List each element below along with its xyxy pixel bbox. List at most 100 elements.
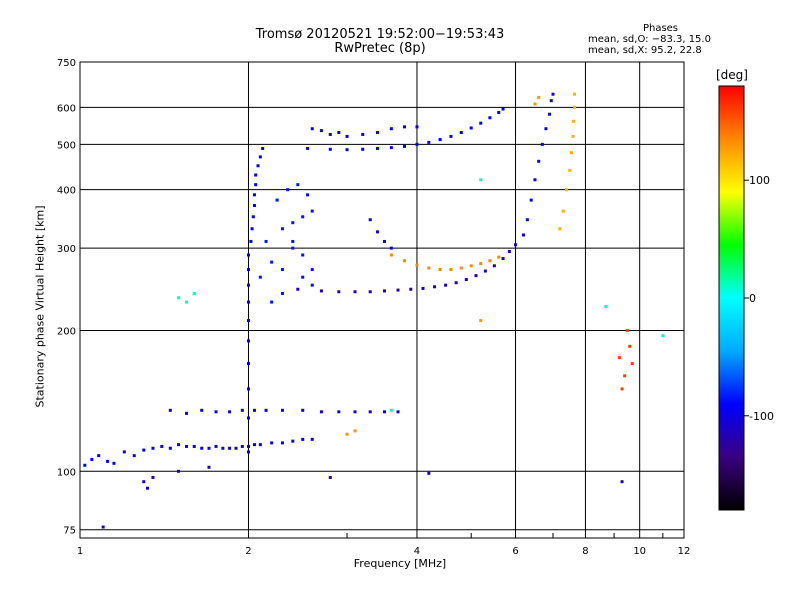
data-point [319,129,323,133]
data-point [240,408,244,412]
data-point [547,112,551,116]
data-point [291,439,295,443]
data-point [246,444,250,448]
data-point [415,125,419,129]
data-point [301,275,305,279]
data-point [328,475,332,479]
data-point [427,266,431,270]
data-point [353,290,357,294]
data-point [214,410,218,414]
data-point [459,266,463,270]
data-point [270,300,274,304]
data-point [449,134,453,138]
data-point [375,230,379,234]
data-point [97,454,101,458]
data-point [421,286,425,290]
data-point [319,289,323,293]
data-point [301,437,305,441]
data-point [310,283,314,287]
data-point [620,387,624,391]
data-point [296,183,300,187]
data-point [310,268,314,272]
data-point [415,142,419,146]
data-point [264,239,268,243]
data-point [280,441,284,445]
data-point [479,178,483,182]
data-point [497,255,501,259]
data-point [246,416,250,420]
data-point [492,264,496,268]
data-point [328,147,332,151]
data-point [396,410,400,414]
data-point [569,151,573,155]
data-point [310,209,314,213]
data-point [415,263,419,267]
data-point [345,148,349,152]
data-point [464,278,468,282]
data-point [529,198,533,202]
data-point [396,288,400,292]
data-point [306,146,310,150]
y-tick-label: 200 [57,326,76,337]
data-point [177,296,181,300]
data-point [573,105,577,109]
data-point [337,290,341,294]
data-point [270,441,274,445]
data-point [402,144,406,148]
data-point [479,262,483,266]
data-point [459,131,463,135]
data-point [628,344,632,348]
data-point [389,246,393,250]
x-axis-label: Frequency [MHz] [353,557,447,570]
data-point [207,465,211,469]
data-point [177,443,181,447]
data-point [83,463,87,467]
data-point [101,525,105,529]
data-point [301,253,305,257]
data-point [479,121,483,125]
chart-subtitle: RwPretec (8p) [334,41,426,56]
data-point [252,408,256,412]
data-point [353,410,357,414]
data-point [200,446,204,450]
data-point [145,486,149,490]
data-point [246,361,250,365]
data-point [537,95,541,99]
data-point [200,408,204,412]
data-point [488,259,492,263]
y-tick-label: 300 [57,244,76,255]
data-point [280,291,284,295]
data-point [261,146,265,150]
data-point [310,127,314,131]
data-point [469,264,473,268]
data-point [488,116,492,120]
data-point [310,437,314,441]
data-point [361,132,365,136]
data-point [368,218,372,222]
data-point [368,410,372,414]
x-tick-label: 10 [633,546,646,557]
data-point [409,287,413,291]
colorbar-unit: [deg] [716,68,748,82]
y-tick-label: 600 [57,103,76,114]
phases-o-stats: mean, sd,O: −83.3, 15.0 [588,34,711,45]
data-point [497,110,501,114]
data-point [291,221,295,225]
data-point [168,446,172,450]
data-point [319,410,323,414]
data-point [438,138,442,142]
chart-title: Tromsø 20120521 19:52:00−19:53:43 [255,27,505,42]
data-point [246,268,250,272]
data-point [561,209,565,213]
x-tick-label: 1 [77,546,83,557]
data-point [620,480,624,484]
data-point [256,164,260,168]
data-point [275,198,279,202]
data-point [192,444,196,448]
data-point [168,408,172,412]
data-point [533,178,537,182]
data-point [246,387,250,391]
data-point [617,356,621,360]
data-point [568,168,572,172]
